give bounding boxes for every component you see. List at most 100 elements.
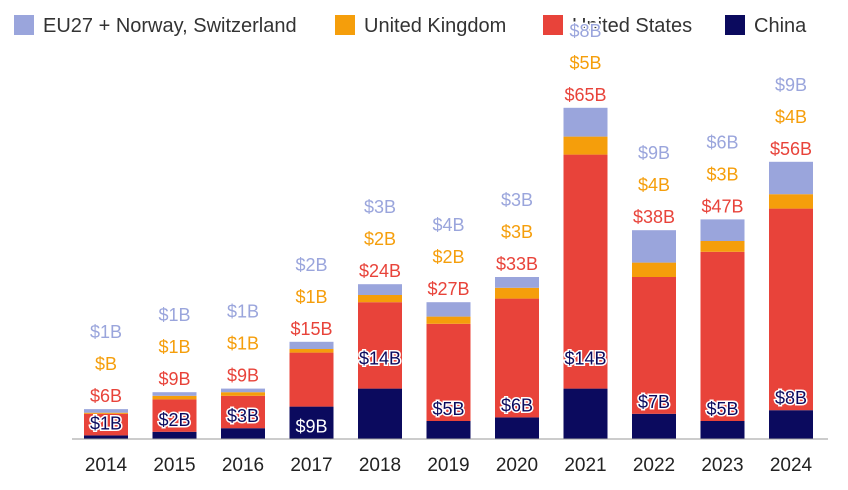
bar-united-states-2015 bbox=[152, 399, 197, 432]
label-eu27-norway-switzerland-2018: $3B bbox=[364, 197, 396, 217]
label-china-2019: $5B bbox=[432, 399, 464, 419]
bar-eu27-norway-switzerland-2022 bbox=[632, 230, 676, 263]
label-united-kingdom-2019: $2B bbox=[432, 247, 464, 267]
label-united-kingdom-2016: $1B bbox=[227, 334, 259, 354]
bar-united-kingdom-2017 bbox=[289, 349, 334, 353]
x-tick-2024: 2024 bbox=[770, 455, 813, 476]
label-china-2017: $9B bbox=[295, 417, 327, 437]
legend-label-united-kingdom: United Kingdom bbox=[364, 15, 506, 37]
bar-united-states-2024 bbox=[769, 208, 813, 411]
legend-label-united-states: United States bbox=[572, 15, 692, 37]
bar-eu27-norway-switzerland-2024 bbox=[769, 161, 813, 195]
x-tick-2019: 2019 bbox=[427, 455, 469, 476]
x-tick-2023: 2023 bbox=[701, 455, 743, 476]
bar-united-states-2020 bbox=[495, 298, 539, 418]
label-eu27-norway-switzerland-2023: $6B bbox=[706, 132, 738, 152]
bar-united-kingdom-2021 bbox=[563, 136, 608, 155]
label-china-2015: $2B bbox=[158, 410, 190, 430]
bar-united-kingdom-2022 bbox=[632, 262, 676, 277]
label-united-kingdom-2020: $3B bbox=[501, 222, 533, 242]
label-united-states-2021: $65B bbox=[564, 85, 606, 105]
bar-china-2024 bbox=[769, 410, 813, 439]
label-eu27-norway-switzerland-2014: $1B bbox=[90, 322, 122, 342]
bar-united-states-2022 bbox=[632, 277, 676, 414]
bar-united-states-2018 bbox=[358, 302, 402, 389]
bar-eu27-norway-switzerland-2018 bbox=[358, 284, 402, 295]
bar-china-2017 bbox=[289, 406, 334, 439]
legend-label-eu27-norway-switzerland: EU27 + Norway, Switzerland bbox=[43, 15, 297, 37]
label-united-kingdom-2015: $1B bbox=[158, 337, 190, 357]
label-china-2024: $8B bbox=[775, 388, 807, 408]
bar-united-kingdom-2015 bbox=[152, 395, 197, 400]
bar-china-2022 bbox=[632, 413, 676, 439]
bar-china-2018 bbox=[358, 388, 402, 439]
label-china-2016: $3B bbox=[227, 406, 259, 426]
bar-china-2015 bbox=[152, 431, 197, 439]
legend: EU27 + Norway, Switzerland United Kingdom… bbox=[14, 15, 807, 37]
legend-label-china: China bbox=[754, 15, 807, 37]
legend-swatch-united-states bbox=[543, 15, 563, 35]
label-eu27-norway-switzerland-2016: $1B bbox=[227, 302, 259, 322]
label-united-kingdom-2023: $3B bbox=[706, 164, 738, 184]
bar-china-2014 bbox=[84, 435, 128, 439]
bar-united-kingdom-2019 bbox=[426, 316, 471, 324]
label-united-states-2018: $24B bbox=[359, 261, 401, 281]
label-united-states-2016: $9B bbox=[227, 366, 259, 386]
bar-china-2019 bbox=[426, 421, 471, 439]
label-united-states-2023: $47B bbox=[701, 196, 743, 216]
bar-united-states-2021 bbox=[563, 154, 608, 389]
bar-united-states-2016 bbox=[221, 395, 265, 429]
bar-eu27-norway-switzerland-2014 bbox=[84, 409, 128, 413]
bar-united-kingdom-2024 bbox=[769, 194, 813, 209]
label-united-states-2022: $38B bbox=[633, 207, 675, 227]
label-china-2023: $5B bbox=[706, 399, 738, 419]
label-china-2014: $1B bbox=[90, 413, 122, 433]
legend-swatch-eu27-norway-switzerland bbox=[14, 15, 34, 35]
bar-eu27-norway-switzerland-2016 bbox=[221, 388, 265, 393]
label-china-2018: $14B bbox=[359, 349, 401, 369]
x-tick-2021: 2021 bbox=[564, 455, 606, 476]
label-eu27-norway-switzerland-2017: $2B bbox=[295, 255, 327, 275]
x-tick-2018: 2018 bbox=[359, 455, 401, 476]
label-united-kingdom-2022: $4B bbox=[638, 175, 670, 195]
bar-united-kingdom-2020 bbox=[495, 287, 539, 299]
x-tick-2020: 2020 bbox=[496, 455, 538, 476]
label-united-states-2020: $33B bbox=[496, 254, 538, 274]
bar-united-states-2019 bbox=[426, 323, 471, 421]
bar-china-2020 bbox=[495, 417, 539, 439]
x-tick-labels: 2014 2015 2016 2017 2018 2019 2020 2021 2022 2023… bbox=[85, 455, 813, 476]
bar-united-kingdom-2023 bbox=[700, 241, 745, 252]
bar-eu27-norway-switzerland-2021 bbox=[563, 107, 608, 137]
bar-china-2016 bbox=[221, 428, 265, 439]
label-eu27-norway-switzerland-2019: $4B bbox=[432, 215, 464, 235]
label-eu27-norway-switzerland-2022: $9B bbox=[638, 143, 670, 163]
label-united-states-2015: $9B bbox=[158, 369, 190, 389]
label-united-kingdom-2014: $B bbox=[95, 354, 117, 374]
x-tick-2022: 2022 bbox=[633, 455, 675, 476]
data-labels: $1B $6B $B $1B $2B $9B $1B $1B $3B $9B $1B $1B $9B $1… bbox=[88, 19, 813, 437]
label-united-kingdom-2024: $4B bbox=[775, 107, 807, 127]
label-united-states-2024: $56B bbox=[770, 139, 812, 159]
bars bbox=[84, 107, 813, 439]
legend-item-united-kingdom: United Kingdom bbox=[335, 15, 506, 37]
label-united-kingdom-2021: $5B bbox=[569, 53, 601, 73]
x-tick-2017: 2017 bbox=[290, 455, 332, 476]
legend-swatch-united-kingdom bbox=[335, 15, 355, 35]
bar-united-states-2023 bbox=[700, 251, 745, 421]
legend-swatch-china bbox=[725, 15, 745, 35]
label-china-2020: $6B bbox=[501, 395, 533, 415]
bar-united-kingdom-2018 bbox=[358, 295, 402, 303]
label-united-kingdom-2017: $1B bbox=[295, 287, 327, 307]
bar-eu27-norway-switzerland-2020 bbox=[495, 277, 539, 288]
bar-united-states-2017 bbox=[289, 352, 334, 407]
x-tick-2014: 2014 bbox=[85, 455, 128, 476]
bar-united-kingdom-2014 bbox=[84, 412, 128, 414]
label-united-states-2019: $27B bbox=[427, 279, 469, 299]
legend-item-china: China bbox=[725, 15, 807, 37]
x-tick-2016: 2016 bbox=[222, 455, 264, 476]
bar-united-kingdom-2016 bbox=[221, 392, 265, 396]
bar-eu27-norway-switzerland-2017 bbox=[289, 341, 334, 349]
bar-eu27-norway-switzerland-2019 bbox=[426, 302, 471, 317]
bar-china-2023 bbox=[700, 421, 745, 439]
